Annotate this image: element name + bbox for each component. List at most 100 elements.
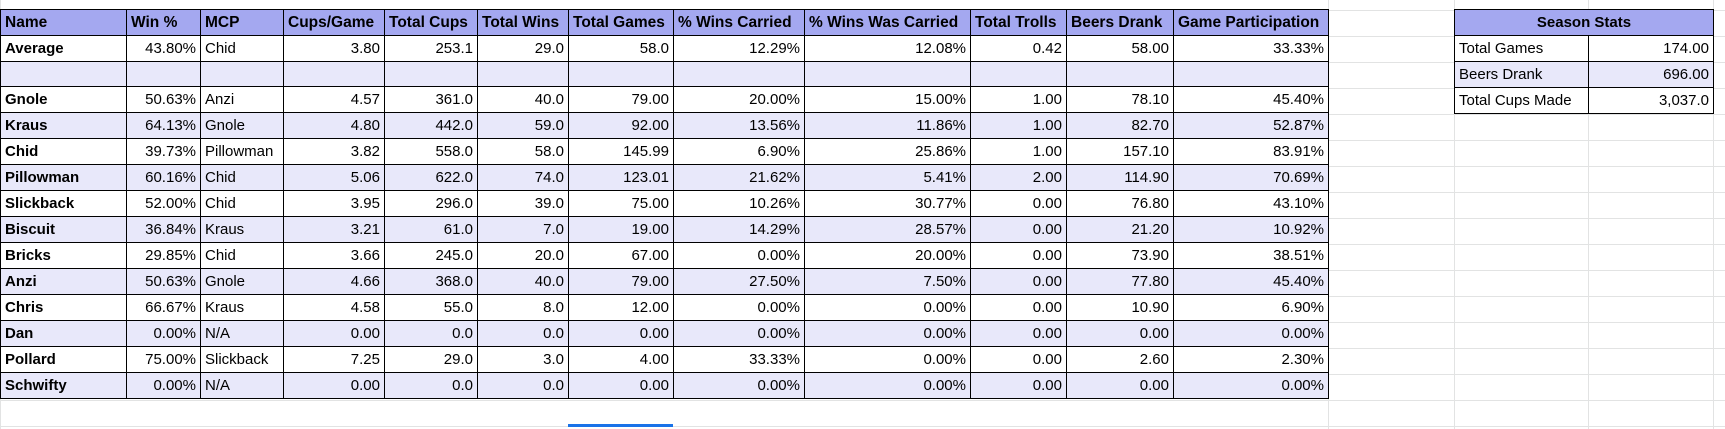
cell[interactable]: 40.0 <box>477 268 569 295</box>
player-name-cell[interactable]: Slickback <box>0 190 127 217</box>
cell[interactable]: Gnole <box>200 268 284 295</box>
cell[interactable]: 0.00 <box>970 372 1067 399</box>
header-name[interactable]: Name <box>0 9 127 36</box>
empty-cell[interactable] <box>384 61 478 87</box>
cell[interactable]: 7.50% <box>804 268 971 295</box>
empty-cell[interactable] <box>1173 61 1329 87</box>
empty-cell[interactable] <box>568 61 674 87</box>
empty-cell[interactable] <box>200 61 284 87</box>
cell[interactable]: 4.80 <box>283 112 385 139</box>
cell[interactable]: 58.0 <box>477 138 569 165</box>
cell[interactable]: 12.08% <box>804 35 971 62</box>
cell[interactable]: 3.95 <box>283 190 385 217</box>
cell[interactable]: Chid <box>200 164 284 191</box>
cell[interactable]: 0.0 <box>477 372 569 399</box>
cell[interactable]: Gnole <box>200 112 284 139</box>
player-name-cell[interactable]: Pollard <box>0 346 127 373</box>
cell[interactable]: 52.87% <box>1173 112 1329 139</box>
cell[interactable]: 4.00 <box>568 346 674 373</box>
empty-cell[interactable] <box>477 61 569 87</box>
empty-cell[interactable] <box>804 61 971 87</box>
cell[interactable]: 12.00 <box>568 294 674 321</box>
cell[interactable]: 25.86% <box>804 138 971 165</box>
header-total-trolls[interactable]: Total Trolls <box>970 9 1067 36</box>
cell[interactable]: 0.00% <box>673 320 805 347</box>
cell[interactable]: 45.40% <box>1173 268 1329 295</box>
cell[interactable]: 38.51% <box>1173 242 1329 269</box>
stat-value-cell[interactable]: 174.00 <box>1588 35 1714 62</box>
cell[interactable]: Anzi <box>200 86 284 113</box>
cell[interactable]: 2.60 <box>1066 346 1174 373</box>
cell[interactable]: 29.0 <box>384 346 478 373</box>
cell[interactable]: Chid <box>200 35 284 62</box>
cell[interactable]: 40.0 <box>477 86 569 113</box>
cell[interactable]: 29.0 <box>477 35 569 62</box>
cell[interactable]: 20.00% <box>804 242 971 269</box>
cell[interactable]: 558.0 <box>384 138 478 165</box>
header-mcp[interactable]: MCP <box>200 9 284 36</box>
empty-cell[interactable] <box>126 61 201 87</box>
cell[interactable]: 0.00% <box>1173 320 1329 347</box>
empty-cell[interactable] <box>673 61 805 87</box>
player-name-cell[interactable]: Biscuit <box>0 216 127 243</box>
header-total-cups[interactable]: Total Cups <box>384 9 478 36</box>
cell[interactable]: 10.92% <box>1173 216 1329 243</box>
cell[interactable]: 19.00 <box>568 216 674 243</box>
cell[interactable]: 3.21 <box>283 216 385 243</box>
cell[interactable]: 0.0 <box>384 372 478 399</box>
cell[interactable]: 253.1 <box>384 35 478 62</box>
cell[interactable]: 66.67% <box>126 294 201 321</box>
cell[interactable]: 76.80 <box>1066 190 1174 217</box>
cell[interactable]: 33.33% <box>1173 35 1329 62</box>
cell[interactable]: N/A <box>200 320 284 347</box>
cell[interactable]: 296.0 <box>384 190 478 217</box>
cell[interactable]: 11.86% <box>804 112 971 139</box>
cell[interactable]: 0.00 <box>283 320 385 347</box>
cell[interactable]: 5.41% <box>804 164 971 191</box>
cell[interactable]: 55.0 <box>384 294 478 321</box>
cell[interactable]: 442.0 <box>384 112 478 139</box>
cell[interactable]: 157.10 <box>1066 138 1174 165</box>
cell[interactable]: 1.00 <box>970 112 1067 139</box>
cell[interactable]: 361.0 <box>384 86 478 113</box>
cell[interactable]: 15.00% <box>804 86 971 113</box>
cell[interactable]: 0.42 <box>970 35 1067 62</box>
cell[interactable]: 70.69% <box>1173 164 1329 191</box>
cell[interactable]: Pillowman <box>200 138 284 165</box>
cell[interactable]: 0.00% <box>1173 372 1329 399</box>
cell[interactable]: Average <box>0 35 127 62</box>
cell[interactable]: 1.00 <box>970 86 1067 113</box>
player-name-cell[interactable]: Chid <box>0 138 127 165</box>
cell[interactable]: 0.00 <box>283 372 385 399</box>
player-name-cell[interactable]: Anzi <box>0 268 127 295</box>
cell[interactable]: 10.26% <box>673 190 805 217</box>
cell[interactable]: 43.80% <box>126 35 201 62</box>
cell[interactable]: 0.00% <box>804 294 971 321</box>
cell[interactable]: 0.00% <box>673 294 805 321</box>
cell[interactable]: 6.90% <box>1173 294 1329 321</box>
cell[interactable]: 43.10% <box>1173 190 1329 217</box>
cell[interactable]: 75.00% <box>126 346 201 373</box>
stat-value-cell[interactable]: 3,037.0 <box>1588 87 1714 114</box>
cell[interactable]: 0.0 <box>477 320 569 347</box>
cell[interactable]: 82.70 <box>1066 112 1174 139</box>
cell[interactable]: 58.00 <box>1066 35 1174 62</box>
header-game-participation[interactable]: Game Participation <box>1173 9 1329 36</box>
cell[interactable]: 4.66 <box>283 268 385 295</box>
cell[interactable]: 75.00 <box>568 190 674 217</box>
header-total-wins[interactable]: Total Wins <box>477 9 569 36</box>
cell[interactable]: 64.13% <box>126 112 201 139</box>
empty-cell[interactable] <box>283 61 385 87</box>
cell[interactable]: Kraus <box>200 294 284 321</box>
cell[interactable]: 30.77% <box>804 190 971 217</box>
cell[interactable]: 83.91% <box>1173 138 1329 165</box>
cell[interactable]: 78.10 <box>1066 86 1174 113</box>
cell[interactable]: 27.50% <box>673 268 805 295</box>
cell[interactable]: 0.00% <box>673 242 805 269</box>
header-total-games[interactable]: Total Games <box>568 9 674 36</box>
cell[interactable]: 8.0 <box>477 294 569 321</box>
cell[interactable]: 7.0 <box>477 216 569 243</box>
cell[interactable]: 368.0 <box>384 268 478 295</box>
cell[interactable]: 0.00 <box>970 242 1067 269</box>
cell[interactable]: N/A <box>200 372 284 399</box>
